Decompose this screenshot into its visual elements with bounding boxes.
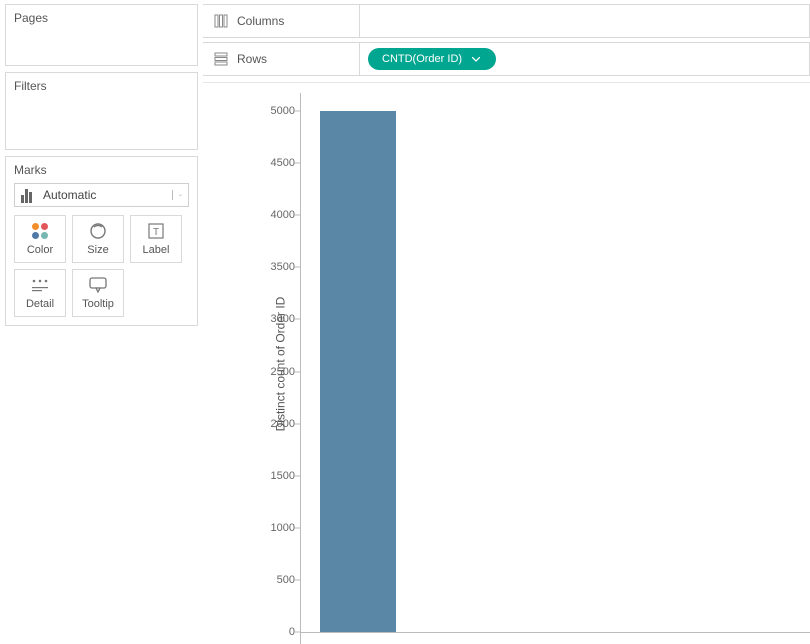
rows-shelf-body[interactable]: CNTD(Order ID) (360, 43, 809, 75)
chevron-down-icon (172, 190, 182, 200)
y-axis-line (300, 93, 301, 644)
rows-pill[interactable]: CNTD(Order ID) (368, 48, 496, 70)
y-tick-label: 500 (247, 574, 295, 586)
chevron-down-icon (472, 57, 480, 62)
y-tick-mark (295, 527, 300, 528)
marks-title: Marks (6, 157, 197, 183)
y-tick-label: 4000 (247, 209, 295, 221)
marks-detail-button[interactable]: Detail (14, 269, 66, 317)
marks-buttons: Color Size T (6, 215, 197, 317)
marks-size-label: Size (87, 244, 108, 256)
rows-shelf[interactable]: Rows CNTD(Order ID) (203, 42, 810, 76)
detail-icon (30, 276, 50, 294)
y-tick-label: 0 (247, 626, 295, 638)
columns-shelf-body[interactable] (360, 5, 809, 37)
marks-tooltip-label: Tooltip (82, 298, 114, 310)
y-tick-mark (295, 215, 300, 216)
bar-chart-icon (21, 187, 37, 203)
left-panel: Pages Filters Marks Automatic (0, 0, 203, 644)
marks-label-button[interactable]: T Label (130, 215, 182, 263)
y-tick-label: 3500 (247, 261, 295, 273)
y-tick-mark (295, 475, 300, 476)
y-tick-mark (295, 111, 300, 112)
pages-card[interactable]: Pages (5, 4, 198, 66)
y-tick-mark (295, 423, 300, 424)
y-tick-label: 1500 (247, 470, 295, 482)
rows-icon (213, 51, 229, 67)
marks-card: Marks Automatic Color (5, 156, 198, 326)
color-icon (30, 222, 50, 240)
filters-title: Filters (6, 73, 197, 97)
y-tick-label: 2000 (247, 418, 295, 430)
y-tick-mark (295, 163, 300, 164)
marks-color-label: Color (27, 244, 53, 256)
filters-card[interactable]: Filters (5, 72, 198, 150)
mark-type-select[interactable]: Automatic (14, 183, 189, 207)
columns-label: Columns (237, 14, 284, 28)
marks-label-label: Label (143, 244, 170, 256)
y-tick-mark (295, 267, 300, 268)
y-tick-label: 5000 (247, 105, 295, 117)
y-tick-label: 1000 (247, 522, 295, 534)
y-tick-label: 3000 (247, 313, 295, 325)
columns-icon (213, 13, 229, 29)
right-panel: Columns Rows CN (203, 0, 810, 644)
size-icon (88, 222, 108, 240)
y-tick-mark (295, 579, 300, 580)
rows-pill-text: CNTD(Order ID) (382, 53, 462, 65)
axis-area: 0 500 1000 1500 2000 2500 3000 3500 4000 4500 5000 (243, 93, 810, 644)
y-tick-mark (295, 371, 300, 372)
y-tick-label: 2500 (247, 366, 295, 378)
y-tick-label: 4500 (247, 157, 295, 169)
label-icon: T (146, 222, 166, 240)
columns-shelf[interactable]: Columns (203, 4, 810, 38)
mark-type-label: Automatic (43, 188, 172, 202)
marks-color-button[interactable]: Color (14, 215, 66, 263)
marks-tooltip-button[interactable]: Tooltip (72, 269, 124, 317)
y-tick-mark (295, 319, 300, 320)
viz-area[interactable]: Distinct count of Order ID 0500100015002… (203, 82, 810, 644)
svg-text:T: T (153, 227, 159, 238)
marks-size-button[interactable]: Size (72, 215, 124, 263)
bar[interactable] (320, 111, 396, 632)
rows-label: Rows (237, 52, 267, 66)
shelves: Columns Rows CN (203, 0, 810, 76)
x-axis-line (300, 632, 810, 633)
marks-detail-label: Detail (26, 298, 54, 310)
tooltip-icon (88, 276, 108, 294)
pages-title: Pages (6, 5, 197, 29)
